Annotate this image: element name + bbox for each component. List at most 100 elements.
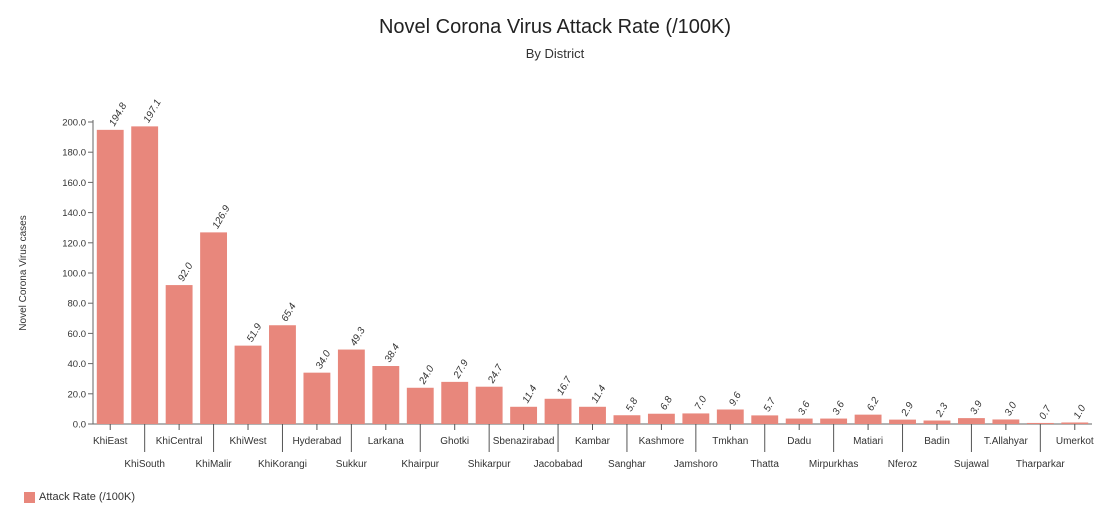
bar-value-label: 24.0 (417, 364, 437, 388)
x-tick-label: Sukkur (336, 459, 368, 470)
x-tick-label: Jamshoro (674, 459, 718, 470)
bar-value-label: 92.0 (176, 261, 195, 284)
bar[interactable] (889, 419, 916, 424)
y-tick-label: 0.0 (73, 420, 86, 431)
chart-subtitle: By District (525, 46, 585, 61)
bar[interactable] (579, 406, 606, 424)
bar[interactable] (682, 413, 710, 424)
x-tick-label: Jacobabad (534, 459, 583, 470)
legend-label: Attack Rate (/100K) (39, 491, 135, 503)
bar[interactable] (406, 387, 434, 424)
bar-value-label: 7.0 (693, 394, 710, 412)
bar[interactable] (372, 366, 400, 424)
bar[interactable] (269, 325, 296, 424)
bar-value-label: 16.7 (555, 375, 574, 398)
bar[interactable] (131, 126, 159, 424)
x-tick-label: Larkana (368, 436, 405, 447)
bar[interactable] (1061, 422, 1089, 424)
y-tick-label: 20.0 (68, 389, 87, 400)
bar-value-label: 24.7 (486, 362, 506, 386)
bar[interactable] (1026, 422, 1054, 424)
bar[interactable] (751, 415, 779, 424)
bar[interactable] (475, 386, 503, 424)
y-tick-label: 180.0 (62, 148, 86, 159)
x-tick-label: Hyderabad (292, 436, 341, 447)
bar-value-label: 126.9 (211, 203, 233, 231)
x-tick-label: Mirpurkhas (809, 459, 858, 470)
bar-value-label: 5.8 (624, 396, 641, 414)
bar[interactable] (647, 413, 675, 424)
legend[interactable]: Attack Rate (/100K) (24, 491, 135, 503)
bar[interactable] (510, 406, 538, 424)
bar-value-label: 49.3 (348, 325, 367, 348)
bar[interactable] (303, 372, 331, 424)
bar[interactable] (992, 419, 1020, 424)
y-tick-label: 140.0 (62, 208, 86, 219)
bar[interactable] (96, 129, 124, 425)
bar[interactable] (613, 415, 641, 424)
bar-value-label: 34.0 (314, 348, 333, 371)
bar-value-label: 2.3 (934, 401, 951, 420)
bar[interactable] (785, 418, 813, 424)
x-tick-label: Tharparkar (1016, 459, 1066, 470)
bar[interactable] (716, 409, 744, 424)
y-axis-title: Novel Corona Virus cases (18, 215, 29, 330)
x-tick-label: KhiEast (93, 436, 128, 447)
bar[interactable] (820, 418, 848, 424)
bar[interactable] (854, 414, 882, 424)
y-tick-label: 80.0 (68, 299, 87, 310)
x-tick-label: Sbenazirabad (493, 436, 555, 447)
x-tick-label: Tmkhan (712, 436, 748, 447)
chart-title: Novel Corona Virus Attack Rate (/100K) (378, 16, 732, 38)
bar-value-label: 27.9 (451, 358, 471, 382)
x-tick-label: Thatta (751, 459, 780, 470)
y-tick-label: 160.0 (62, 178, 86, 189)
x-tick-label: KhiKorangi (258, 459, 307, 470)
bar-value-label: 5.7 (762, 396, 779, 414)
bar-value-label: 9.6 (727, 390, 744, 408)
bar-value-label: 2.9 (899, 400, 916, 419)
bar-value-label: 194.8 (107, 101, 129, 129)
x-tick-label: Khairpur (401, 459, 439, 470)
bar-value-label: 1.0 (1072, 403, 1089, 421)
x-tick-label: T.Allahyar (984, 436, 1029, 447)
y-tick-label: 200.0 (62, 118, 86, 129)
legend-swatch (24, 491, 35, 503)
bar[interactable] (200, 232, 228, 424)
bar[interactable] (544, 398, 572, 424)
x-tick-label: Matiari (853, 436, 883, 447)
bar-value-label: 51.9 (245, 321, 264, 344)
bar-value-label: 38.4 (383, 342, 402, 365)
y-tick-label: 100.0 (62, 269, 86, 280)
x-tick-label: Umerkot (1056, 436, 1094, 447)
bar[interactable] (165, 285, 193, 424)
bar-value-label: 197.1 (142, 98, 164, 125)
bar[interactable] (234, 345, 262, 424)
bar[interactable] (337, 349, 365, 424)
bar-value-label: 0.7 (1037, 404, 1054, 422)
bar-value-label: 11.4 (521, 383, 540, 405)
bar-value-label: 65.4 (280, 301, 299, 324)
bar-value-label: 3.9 (969, 399, 986, 417)
bar-value-label: 3.0 (1003, 400, 1020, 418)
y-tick-label: 120.0 (62, 238, 86, 249)
bar-value-label: 3.6 (831, 399, 848, 417)
x-tick-label: Dadu (787, 436, 811, 447)
x-tick-label: KhiSouth (124, 459, 165, 470)
x-tick-label: KhiCentral (156, 436, 203, 447)
x-tick-label: Ghotki (440, 436, 469, 447)
bar[interactable] (923, 420, 951, 424)
x-tick-label: Sujawal (954, 459, 989, 470)
bar[interactable] (441, 381, 469, 424)
y-tick-label: 40.0 (68, 359, 87, 370)
bar-value-label: 6.8 (658, 394, 675, 412)
x-tick-label: Badin (924, 436, 950, 447)
bar[interactable] (957, 418, 985, 424)
bar-value-label: 11.4 (590, 383, 609, 405)
y-tick-label: 60.0 (68, 329, 87, 340)
x-tick-label: KhiMalir (196, 459, 233, 470)
x-tick-label: Kambar (575, 436, 611, 447)
x-tick-label: KhiWest (229, 436, 266, 447)
x-tick-label: Sanghar (608, 459, 646, 470)
